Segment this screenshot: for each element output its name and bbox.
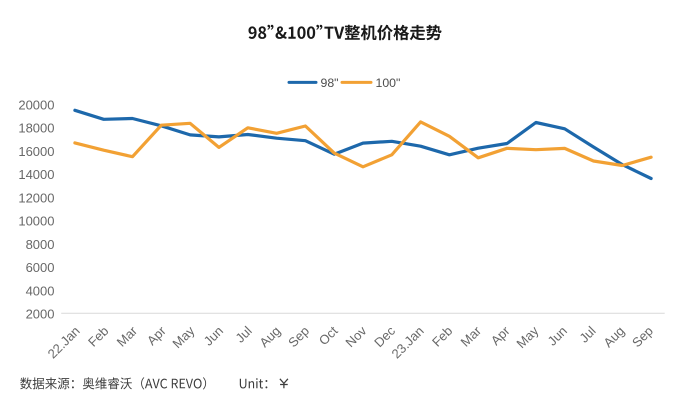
svg-text:100": 100" xyxy=(376,76,401,90)
svg-text:2000: 2000 xyxy=(26,307,55,322)
svg-text:16000: 16000 xyxy=(18,144,54,159)
svg-text:98": 98" xyxy=(321,76,339,90)
svg-text:12000: 12000 xyxy=(18,190,54,205)
svg-text:14000: 14000 xyxy=(18,167,54,182)
svg-text:8000: 8000 xyxy=(26,237,55,252)
svg-text:18000: 18000 xyxy=(18,121,54,136)
svg-text:20000: 20000 xyxy=(18,97,54,112)
svg-text:10000: 10000 xyxy=(18,214,54,229)
svg-text:4000: 4000 xyxy=(26,283,55,298)
svg-text:6000: 6000 xyxy=(26,260,55,275)
